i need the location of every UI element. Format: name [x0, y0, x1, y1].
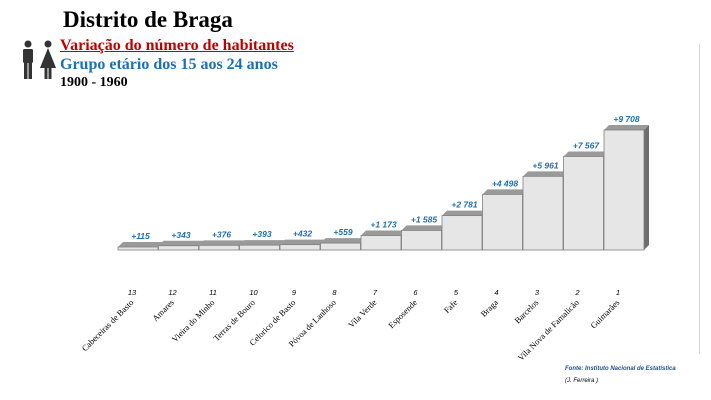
bar-top: [401, 225, 447, 231]
bar: [563, 156, 604, 251]
rank-label: 5: [454, 288, 459, 297]
rank-label: 10: [249, 288, 258, 297]
category-label: Amares: [150, 297, 176, 323]
bar-top: [361, 230, 406, 236]
bar: [117, 246, 159, 251]
author-note: (J. Ferreira ): [565, 378, 598, 384]
bar-top: [320, 238, 366, 244]
title: Distrito de Braga: [63, 7, 233, 32]
category-label: Fafe: [442, 297, 460, 315]
category-label: Cabeceiras de Basto: [80, 297, 136, 353]
rank-label: 2: [574, 288, 580, 297]
rank-label: 1: [616, 288, 620, 297]
bar: [158, 245, 199, 251]
bar-top: [442, 210, 487, 216]
bar-top: [199, 240, 244, 246]
value-label: +115: [131, 231, 150, 241]
bar-top: [239, 240, 285, 246]
rank-label: 8: [332, 288, 337, 297]
value-label: +1 585: [411, 214, 438, 224]
value-label: +559: [333, 227, 352, 237]
bar: [198, 244, 240, 251]
value-label: +376: [212, 229, 231, 239]
bar-top: [158, 240, 204, 246]
bar: [401, 230, 442, 251]
value-label: +7 567: [573, 140, 601, 150]
bar: [441, 215, 483, 251]
age-group-label: Grupo etário dos 15 aos 24 anos: [60, 56, 278, 73]
rank-label: 4: [494, 288, 498, 297]
category-label: Braga: [478, 297, 500, 319]
bar: [522, 175, 564, 251]
category-label: Terras de Bouro: [211, 297, 257, 343]
subtitle: Variação do número de habitantes: [60, 37, 294, 54]
people-icon: [23, 40, 56, 79]
bar: [320, 242, 361, 251]
bar: [360, 235, 402, 251]
bar: [279, 244, 321, 251]
value-label: +4 498: [492, 178, 519, 188]
rank-label: 3: [535, 288, 540, 297]
bar-top: [604, 125, 649, 130]
bar-top: [280, 239, 325, 245]
bar-side: [644, 125, 649, 250]
bar-top: [523, 171, 568, 177]
category-label: Esposende: [386, 297, 419, 330]
slide-edge: [699, 44, 710, 354]
rank-label: 11: [209, 288, 217, 297]
value-label: +343: [171, 230, 190, 240]
rank-label: 13: [128, 288, 137, 297]
value-label: +432: [293, 229, 312, 239]
category-label: Vieira do Minho: [170, 297, 217, 344]
rank-label: 7: [373, 288, 378, 297]
bar: [239, 244, 280, 251]
value-label: +393: [252, 229, 271, 239]
category-label: Vila Verde: [346, 297, 379, 330]
bar-top: [482, 189, 528, 195]
category-label: Barcelos: [512, 297, 540, 325]
bar: [482, 194, 523, 251]
rank-label: 9: [292, 288, 297, 297]
source-note: Fonte: Instituto Nacional de Estatística: [565, 366, 676, 372]
value-label: +5 961: [532, 160, 559, 170]
man-icon: [23, 40, 33, 79]
bar-top: [563, 151, 609, 157]
woman-icon: [40, 40, 56, 79]
rank-label: 12: [168, 288, 177, 297]
bar: [603, 129, 645, 251]
value-label: +9 708: [613, 114, 640, 124]
value-label: +1 173: [370, 220, 397, 230]
rank-label: 6: [413, 288, 418, 297]
category-label: Guimarães: [588, 297, 621, 330]
bar-top: [118, 242, 163, 247]
value-label: +2 781: [451, 200, 478, 210]
period-label: 1900 - 1960: [60, 75, 128, 90]
